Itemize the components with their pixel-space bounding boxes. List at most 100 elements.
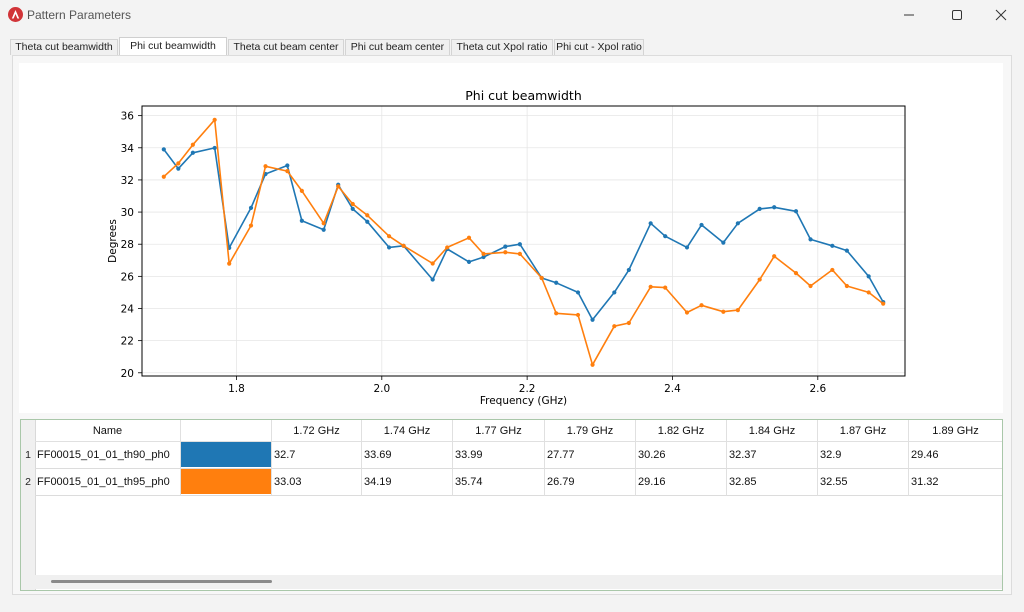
y-tick-label: 28	[121, 239, 134, 251]
column-header-freq-5[interactable]: 1.82 GHz	[636, 420, 727, 442]
table-cell-name[interactable]: FF00015_01_01_th95_ph0	[35, 469, 181, 496]
table-cell-value[interactable]: 32.9	[818, 442, 909, 469]
column-header-freq-8[interactable]: 1.89 GHz	[909, 420, 1002, 442]
plot-area: Phi cut beamwidth 1.8 2.0 2.2 2.4 2.6 20 22 24…	[19, 63, 1003, 413]
data-point	[612, 290, 617, 295]
data-point	[466, 259, 472, 264]
data-point	[881, 301, 886, 306]
data-point	[793, 271, 799, 276]
close-icon	[995, 9, 1007, 21]
table-cell-value[interactable]: 31.32	[909, 469, 1002, 496]
x-tick-label: 2.6	[809, 383, 826, 395]
data-point	[554, 280, 559, 285]
data-table[interactable]: Name 1.72 GHz 1.74 GHz 1.77 GHz 1.79 GHz…	[20, 419, 1003, 591]
data-point	[299, 218, 304, 223]
data-point	[648, 284, 653, 289]
data-point	[430, 261, 435, 266]
data-point	[401, 243, 406, 248]
row-number[interactable]: 1	[25, 449, 31, 461]
data-point	[844, 248, 849, 253]
horizontal-scrollbar-thumb[interactable]	[51, 580, 272, 583]
data-point	[699, 222, 704, 228]
table-cell-name[interactable]: FF00015_01_01_th90_ph0	[35, 442, 181, 469]
minimize-button[interactable]	[886, 0, 932, 30]
horizontal-scrollbar[interactable]	[35, 575, 1002, 589]
data-point	[212, 117, 217, 122]
column-header-freq-6[interactable]: 1.84 GHz	[727, 420, 818, 442]
series-line-1	[163, 147, 884, 321]
data-point	[386, 245, 392, 250]
close-button[interactable]	[978, 0, 1024, 30]
data-point	[517, 242, 522, 247]
data-point	[808, 237, 813, 242]
data-point	[517, 251, 522, 256]
data-point	[663, 285, 668, 290]
data-point	[365, 219, 370, 224]
data-point	[626, 267, 631, 273]
data-point	[626, 320, 631, 326]
window-title: Pattern Parameters	[27, 8, 132, 22]
table-cell-value[interactable]: 32.7	[272, 442, 362, 469]
data-point	[248, 223, 254, 228]
data-point	[212, 145, 217, 151]
table-cell-value[interactable]: 29.46	[909, 442, 1002, 469]
data-point	[866, 274, 871, 279]
data-point	[263, 164, 268, 169]
column-header-freq-3[interactable]: 1.77 GHz	[453, 420, 545, 442]
table-cell-value[interactable]: 35.74	[453, 469, 545, 496]
maximize-button[interactable]	[934, 0, 980, 30]
column-header-name[interactable]: Name	[35, 420, 181, 442]
tab-theta-cut-beam-center[interactable]: Theta cut beam center	[228, 39, 344, 55]
table-cell-color[interactable]	[181, 469, 272, 496]
tab-theta-cut-beamwidth[interactable]: Theta cut beamwidth	[10, 39, 118, 55]
y-tick-label: 30	[121, 207, 134, 219]
data-point	[481, 254, 486, 260]
plot-frame	[141, 105, 906, 377]
data-point	[663, 234, 668, 239]
tab-phi-cut-beam-center[interactable]: Phi cut beam center	[345, 39, 450, 55]
data-point	[321, 227, 326, 232]
table-cell-value[interactable]: 33.99	[453, 442, 545, 469]
data-point	[386, 234, 392, 239]
tab-phi-cut-xpol-ratio[interactable]: Phi cut - Xpol ratio	[554, 39, 644, 55]
data-point	[757, 277, 762, 282]
x-tick-label: 1.8	[228, 383, 245, 395]
table-cell-color[interactable]	[181, 442, 272, 469]
data-point	[735, 308, 740, 313]
row-header-column	[21, 420, 36, 590]
data-point	[684, 245, 690, 250]
column-header-freq-2[interactable]: 1.74 GHz	[362, 420, 453, 442]
table-cell-value[interactable]: 34.19	[362, 469, 453, 496]
table-cell-value[interactable]: 32.37	[727, 442, 818, 469]
data-point	[445, 245, 450, 250]
minimize-icon	[904, 14, 914, 16]
table-cell-value[interactable]: 27.77	[545, 442, 636, 469]
y-tick-label: 34	[121, 143, 135, 155]
maximize-icon	[952, 10, 962, 20]
column-header-freq-4[interactable]: 1.79 GHz	[545, 420, 636, 442]
y-tick-label: 32	[121, 175, 134, 187]
data-point	[285, 168, 290, 174]
tab-phi-cut-beamwidth[interactable]: Phi cut beamwidth	[119, 37, 227, 56]
series-color-swatch	[181, 469, 271, 494]
column-header-color[interactable]	[181, 420, 272, 442]
data-point	[539, 275, 544, 281]
table-cell-value[interactable]: 32.85	[727, 469, 818, 496]
table-cell-value[interactable]: 29.16	[636, 469, 727, 496]
title-bar: Pattern Parameters	[0, 0, 1024, 30]
row-number[interactable]: 2	[25, 476, 31, 488]
table-cell-value[interactable]: 33.03	[272, 469, 362, 496]
table-cell-value[interactable]: 30.26	[636, 442, 727, 469]
tab-theta-cut-xpol-ratio[interactable]: Theta cut Xpol ratio	[451, 39, 553, 55]
data-point	[285, 163, 290, 168]
data-point	[466, 235, 472, 240]
column-header-freq-1[interactable]: 1.72 GHz	[272, 420, 362, 442]
data-point	[757, 206, 762, 211]
table-cell-value[interactable]: 26.79	[545, 469, 636, 496]
data-point	[735, 221, 740, 226]
column-header-freq-7[interactable]: 1.87 GHz	[818, 420, 909, 442]
data-point	[830, 267, 835, 273]
table-cell-value[interactable]: 32.55	[818, 469, 909, 496]
data-point	[866, 290, 871, 295]
table-cell-value[interactable]: 33.69	[362, 442, 453, 469]
